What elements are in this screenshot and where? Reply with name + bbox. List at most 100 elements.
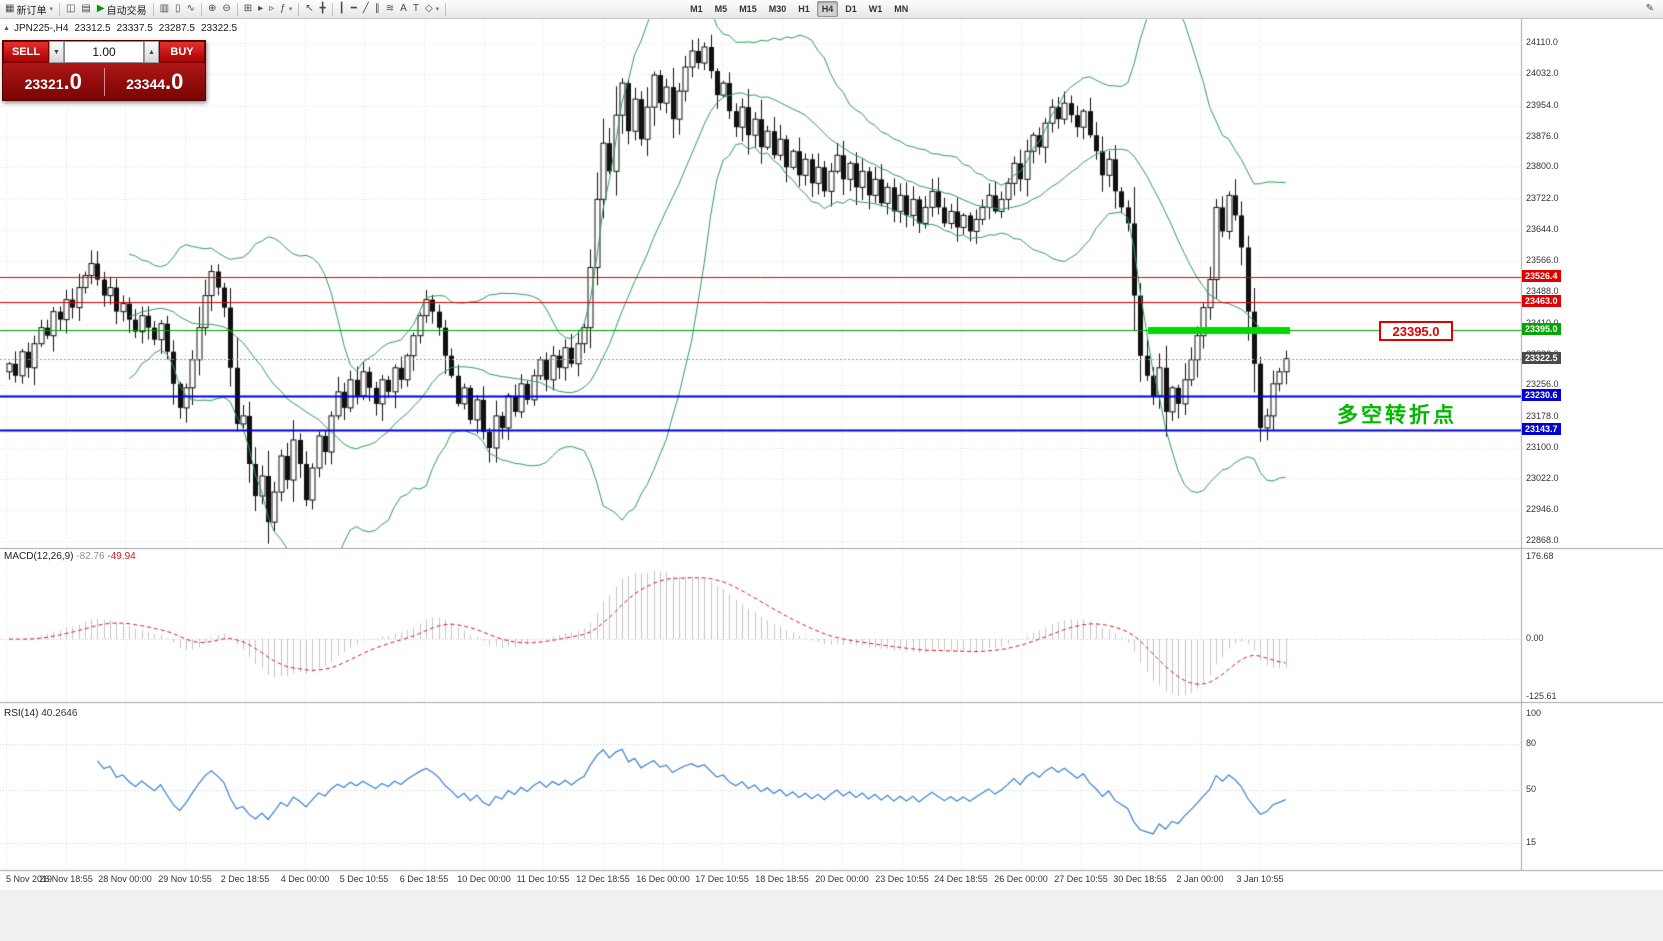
profiles-icon: ▤ [81, 3, 91, 14]
indicators-list-dropdown-icon[interactable]: ▾ [288, 6, 293, 13]
trendline-icon: ╱ [362, 3, 369, 14]
symbol-info: JPN225-,H4 23312.5 23337.5 23287.5 23322… [14, 23, 237, 34]
auto-trading-button[interactable]: ▶ 自动交易 [94, 2, 150, 17]
timeframe-mn-button[interactable]: MN [894, 4, 909, 14]
bar-chart-button[interactable]: ▥ [157, 2, 172, 17]
macd-signal-value: -49.94 [107, 551, 136, 562]
text-label-tool-button[interactable]: T [410, 2, 422, 17]
volume-input[interactable]: 1.00 [64, 41, 144, 63]
indicators-list-button[interactable]: ƒ ▾ [277, 2, 295, 17]
shapes-button[interactable]: ◇ ▾ [422, 2, 442, 17]
macd-indicator-label: MACD(12,26,9) -82.76 -49.94 [4, 551, 136, 562]
toolbar-separator [236, 2, 238, 16]
ohlc-low: 23287.5 [158, 23, 195, 34]
tile-windows-button[interactable]: ⊞ [241, 2, 255, 17]
sell-price-pips: .0 [63, 68, 82, 94]
trade-panel-prices: 23321.0 23344.0 [3, 63, 205, 100]
toolbar-separator [152, 2, 154, 16]
timeframe-m1-button[interactable]: M1 [690, 4, 703, 14]
equidistant-channel-icon: ∥ [374, 3, 380, 14]
buy-price-pips: .0 [165, 68, 184, 94]
one-click-trading-panel: SELL ▼ 1.00 ▲ BUY 23321.0 23344.0 [2, 40, 206, 101]
profiles-button[interactable]: ▤ [78, 2, 93, 17]
timeframe-d1-button[interactable]: D1 [845, 4, 857, 14]
timeframe-m5-button[interactable]: M5 [714, 4, 728, 14]
volume-down-button[interactable]: ▼ [49, 41, 64, 63]
trade-panel-divider [103, 67, 105, 96]
candlestick-chart-button[interactable]: ▯ [172, 2, 184, 17]
crosshair-icon: ╋ [319, 3, 326, 14]
macd-main-value: -82.76 [76, 551, 105, 562]
auto-scroll-button[interactable]: ▸ [255, 2, 266, 17]
quick-search-button[interactable]: ✎ [1643, 2, 1657, 17]
shapes-icon: ◇ [424, 3, 433, 14]
fibonacci-retracement-button[interactable]: ≋ [383, 2, 397, 17]
timeframe-toolbar: M1 M5 M15 M30 H1 H4 D1 W1 MN [684, 0, 914, 18]
toolbar-separator [200, 2, 202, 16]
volume-up-button[interactable]: ▲ [144, 41, 159, 63]
charts-window-button[interactable]: ◫ [63, 2, 78, 17]
new-order-icon: ▦ [5, 3, 15, 14]
zoom-out-icon: ⊖ [222, 3, 231, 14]
line-chart-icon: ∿ [186, 3, 195, 14]
quick-search-icon: ✎ [1645, 3, 1654, 14]
text-tool-button[interactable]: A [397, 2, 410, 17]
symbol-period-label: JPN225-,H4 [14, 23, 69, 34]
equidistant-channel-button[interactable]: ∥ [372, 2, 383, 17]
rsi-name: RSI(14) [4, 708, 39, 719]
timeframe-m15-button[interactable]: M15 [739, 4, 757, 14]
buy-price-main: 23344 [126, 75, 166, 92]
candlestick-chart-icon: ▯ [175, 3, 181, 14]
cursor-button[interactable]: ↖ [302, 2, 316, 17]
zoom-in-icon: ⊕ [207, 3, 217, 14]
new-order-dropdown-icon[interactable]: ▾ [49, 6, 53, 13]
horizontal-line-icon: ━ [350, 3, 357, 14]
zoom-in-button[interactable]: ⊕ [205, 2, 219, 17]
toolbar-separator [445, 2, 447, 16]
auto-trading-label: 自动交易 [106, 5, 147, 17]
text-label-tool-icon: T [412, 3, 419, 14]
rsi-indicator-label: RSI(14) 40.2646 [4, 708, 77, 719]
horizontal-line-button[interactable]: ━ [348, 2, 360, 17]
new-order-button[interactable]: ▦ 新订单 ▾ [2, 2, 56, 17]
shapes-dropdown-icon[interactable]: ▾ [435, 6, 440, 13]
macd-name: MACD(12,26,9) [4, 551, 74, 562]
vertical-line-button[interactable]: ┃ [336, 2, 348, 17]
cursor-icon: ↖ [305, 3, 314, 14]
tile-windows-icon: ⊞ [243, 3, 253, 14]
timeframe-m30-button[interactable]: M30 [768, 4, 787, 14]
crosshair-button[interactable]: ╋ [317, 2, 329, 17]
sell-price[interactable]: 23321.0 [3, 69, 104, 95]
ohlc-open: 23312.5 [74, 23, 111, 34]
vertical-line-icon: ┃ [338, 3, 345, 14]
timeframe-h1-button[interactable]: H1 [798, 4, 810, 14]
toolbar-separator [331, 2, 333, 16]
bar-chart-icon: ▥ [159, 3, 170, 14]
price-callout-label[interactable]: 23395.0 [1379, 321, 1453, 341]
trendline-button[interactable]: ╱ [360, 2, 372, 17]
ohlc-close: 23322.5 [200, 23, 238, 34]
line-chart-button[interactable]: ∿ [184, 2, 198, 17]
sell-button[interactable]: SELL [3, 41, 49, 63]
chart-shift-button[interactable]: ▹ [266, 2, 277, 17]
indicators-list-icon: ƒ [280, 3, 286, 14]
auto-trading-icon: ▶ [96, 3, 105, 14]
one-click-toggle-icon[interactable]: ▲ [3, 25, 10, 32]
trade-panel-controls: SELL ▼ 1.00 ▲ BUY [3, 41, 205, 63]
fibonacci-retracement-icon: ≋ [385, 3, 395, 14]
ohlc-high: 23337.5 [116, 23, 153, 34]
buy-price[interactable]: 23344.0 [105, 69, 206, 95]
toolbar-separator [58, 2, 60, 16]
new-order-label: 新订单 [16, 5, 47, 17]
zoom-out-button[interactable]: ⊖ [219, 2, 233, 17]
timeframe-h4-button[interactable]: H4 [816, 1, 839, 17]
sell-price-main: 23321 [24, 75, 64, 92]
buy-button[interactable]: BUY [159, 41, 205, 63]
toolbar-separator [298, 2, 300, 16]
turning-point-annotation[interactable]: 多空转折点 [1337, 404, 1457, 427]
text-tool-icon: A [400, 3, 407, 14]
timeframe-w1-button[interactable]: W1 [868, 4, 883, 14]
chart-shift-icon: ▹ [269, 3, 275, 14]
